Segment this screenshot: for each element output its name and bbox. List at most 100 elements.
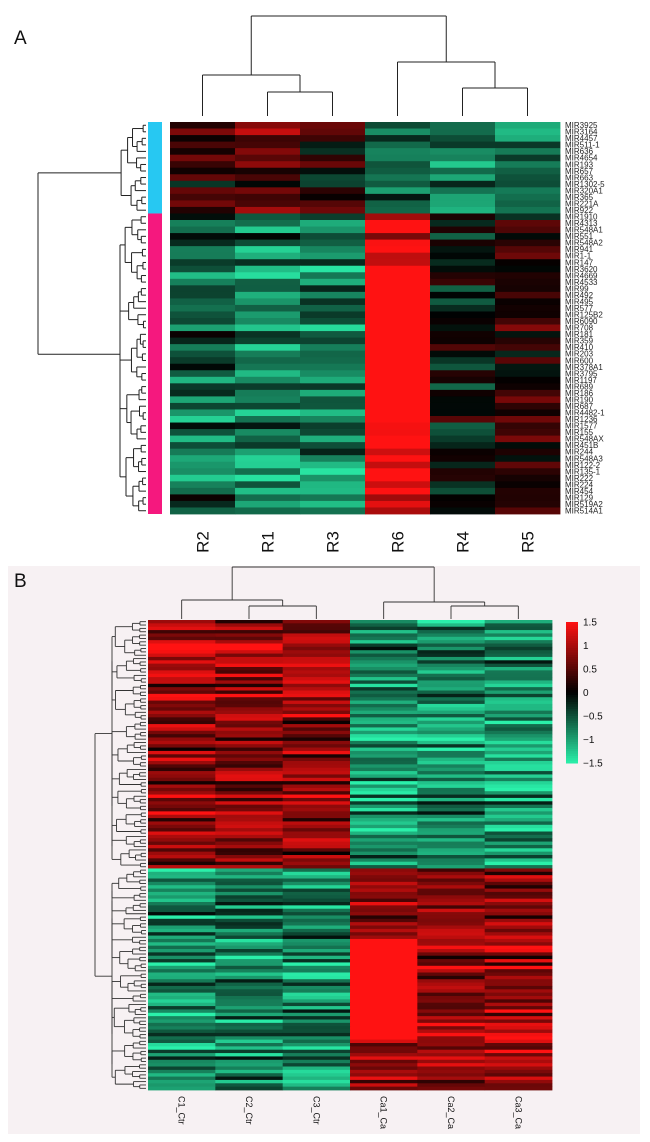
heatmap-a-cell — [365, 442, 431, 450]
heatmap-a-cell — [170, 206, 236, 214]
heatmap-b-cell — [148, 670, 216, 675]
heatmap-b-cell — [282, 891, 351, 896]
heatmap-b-cell — [215, 851, 284, 856]
row-label: MIR454 — [565, 487, 594, 496]
heatmap-b-cell — [484, 1086, 553, 1091]
heatmap-b-cell — [417, 757, 486, 762]
heatmap-a-cell — [365, 311, 431, 319]
heatmap-b-cell — [484, 643, 553, 648]
heatmap-b-cell — [350, 972, 418, 977]
heatmap-b-cell — [282, 791, 351, 795]
heatmap-b-cell — [350, 838, 418, 842]
heatmap-b-cell — [484, 1039, 553, 1044]
heatmap-a-cell — [365, 370, 431, 378]
heatmap-a-cell — [300, 233, 366, 240]
row-label: MIR186 — [565, 389, 594, 398]
heatmap-b-cell — [148, 636, 216, 641]
heatmap-a-cell — [365, 122, 431, 129]
heatmap-a-cell — [235, 213, 301, 221]
heatmap-a-cell — [170, 246, 236, 254]
heatmap-a-cell — [170, 474, 236, 482]
heatmap-b-cell — [282, 1053, 351, 1057]
heatmap-b-cell — [215, 848, 284, 853]
heatmap-b-cell — [350, 724, 418, 728]
heatmap-b-cell — [148, 690, 216, 695]
heatmap-b-cell — [417, 797, 486, 802]
heatmap-a-cell — [495, 350, 561, 358]
heatmap-b-cell — [417, 908, 486, 913]
heatmap-b-cell — [148, 938, 216, 943]
heatmap-b-cell — [215, 754, 284, 759]
heatmap-b-cell — [417, 693, 486, 698]
heatmap-b-cell — [484, 1036, 553, 1041]
heatmap-a-cell — [235, 180, 301, 188]
heatmap-b-cell — [417, 999, 486, 1004]
heatmap-b-cell — [417, 804, 486, 809]
heatmap-b-cell — [350, 804, 418, 809]
heatmap-b-cell — [215, 697, 284, 701]
row-label: MIR4313 — [565, 219, 598, 228]
heatmap-a-cell — [365, 278, 431, 286]
heatmap-a-cell — [430, 435, 496, 443]
heatmap-a-cell — [495, 324, 561, 332]
heatmap-a-cell — [365, 128, 431, 136]
heatmap-b-cell — [148, 868, 216, 873]
heatmap-b-cell — [350, 831, 418, 836]
heatmap-b-cell — [350, 1066, 418, 1071]
heatmap-a-cell — [430, 455, 496, 463]
colorbar-segment — [566, 701, 578, 705]
colorbar-segment — [566, 631, 578, 635]
heatmap-a-cell — [365, 396, 431, 404]
heatmap-a-cell — [430, 481, 496, 489]
heatmap-b-cell — [350, 771, 418, 775]
heatmap-a-cell — [170, 161, 236, 169]
heatmap-b-cell — [484, 1049, 553, 1054]
heatmap-b-cell — [148, 717, 216, 722]
heatmap-a-cell — [495, 494, 561, 502]
heatmap-b-cell — [350, 730, 418, 735]
heatmap-b-cell — [417, 1016, 486, 1020]
panel-a-heatmap-cells — [170, 122, 561, 515]
heatmap-a-cell — [235, 304, 301, 312]
heatmap-b-cell — [148, 885, 216, 889]
heatmap-a-cell — [170, 226, 236, 234]
heatmap-b-cell — [417, 717, 486, 722]
heatmap-a-cell — [170, 435, 236, 443]
heatmap-a-cell — [235, 376, 301, 384]
heatmap-b-cell — [148, 730, 216, 735]
heatmap-b-cell — [417, 784, 486, 789]
heatmap-a-cell — [300, 376, 366, 384]
colorbar-segment — [566, 732, 578, 736]
heatmap-b-cell — [350, 761, 418, 765]
heatmap-a-cell — [495, 442, 561, 450]
heatmap-a-cell — [365, 193, 431, 201]
heatmap-b-cell — [215, 979, 284, 983]
heatmap-a-cell — [235, 298, 301, 306]
heatmap-a-cell — [495, 213, 561, 221]
heatmap-a-cell — [235, 396, 301, 404]
heatmap-b-cell — [484, 740, 553, 745]
heatmap-b-cell — [215, 1043, 284, 1047]
heatmap-a-cell — [495, 161, 561, 169]
colorbar-segment — [566, 629, 578, 632]
heatmap-b-cell — [148, 989, 216, 994]
heatmap-b-cell — [417, 690, 486, 695]
heatmap-a-cell — [170, 455, 236, 463]
heatmap-b-cell — [148, 905, 216, 910]
heatmap-b-cell — [417, 764, 486, 769]
heatmap-a-cell — [495, 206, 561, 214]
heatmap-b-cell — [282, 1012, 351, 1017]
heatmap-b-cell — [148, 724, 216, 728]
heatmap-b-cell — [148, 697, 216, 701]
heatmap-b-cell — [484, 767, 553, 772]
heatmap-b-cell — [215, 1016, 284, 1020]
heatmap-a-cell — [235, 416, 301, 423]
heatmap-a-cell — [300, 455, 366, 463]
heatmap-b-cell — [282, 626, 351, 631]
row-label: MIR1197 — [565, 376, 597, 385]
heatmap-a-cell — [300, 252, 366, 260]
heatmap-a-cell — [495, 481, 561, 489]
heatmap-b-cell — [417, 1012, 486, 1017]
row-label: MIR636 — [565, 147, 594, 156]
heatmap-b-cell — [484, 912, 553, 916]
